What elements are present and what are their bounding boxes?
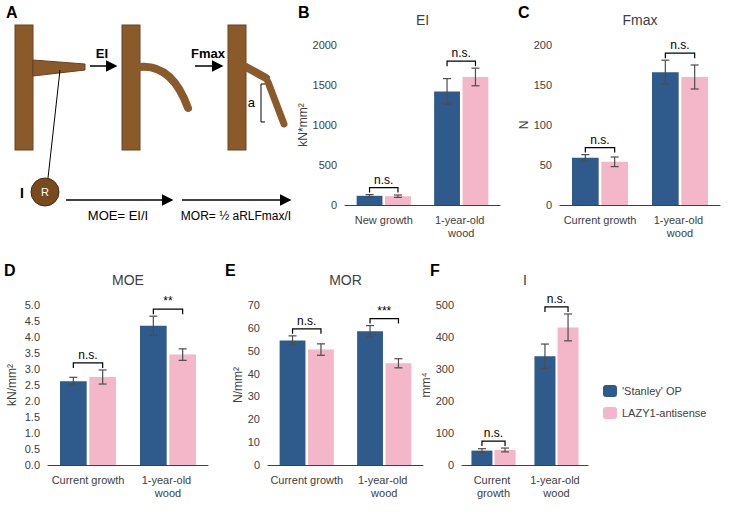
svg-text:4.5: 4.5 (25, 315, 40, 327)
svg-text:n.s.: n.s. (547, 292, 566, 306)
svg-text:100: 100 (436, 427, 454, 439)
svg-text:2000: 2000 (313, 39, 337, 51)
svg-text:200: 200 (436, 395, 454, 407)
svg-text:C: C (518, 4, 530, 21)
svg-text:1-year-old: 1-year-old (530, 474, 583, 486)
svg-text:wood: wood (542, 487, 569, 499)
svg-text:0: 0 (546, 199, 552, 211)
svg-text:150: 150 (534, 79, 552, 91)
svg-text:B: B (298, 4, 310, 21)
svg-text:F: F (430, 262, 440, 279)
svg-text:100: 100 (534, 119, 552, 131)
svg-text:70: 70 (248, 299, 260, 311)
svg-text:Fmax: Fmax (623, 12, 658, 28)
svg-text:1-year-old: 1-year-old (358, 474, 411, 486)
svg-text:500: 500 (436, 299, 454, 311)
svg-text:n.s.: n.s. (590, 133, 609, 147)
svg-text:**: ** (163, 294, 173, 308)
svg-text:E: E (225, 262, 236, 279)
svg-text:MOR: MOR (329, 272, 362, 288)
svg-text:0.0: 0.0 (25, 459, 40, 471)
svg-text:MOE: MOE (112, 272, 144, 288)
svg-text:1.5: 1.5 (25, 411, 40, 423)
svg-text:growth: growth (477, 487, 510, 499)
svg-text:n.s.: n.s. (297, 314, 316, 328)
svg-text:0: 0 (448, 459, 454, 471)
svg-text:50: 50 (248, 345, 260, 357)
svg-text:1-year-old: 1-year-old (435, 214, 488, 226)
svg-text:Fmax: Fmax (191, 46, 226, 61)
svg-text:20: 20 (248, 413, 260, 425)
svg-text:New growth: New growth (355, 214, 413, 226)
svg-text:EI: EI (96, 46, 108, 61)
svg-text:Current: Current (474, 474, 514, 486)
svg-text:n.s.: n.s. (484, 426, 503, 440)
svg-text:wood: wood (154, 487, 181, 499)
svg-text:2.5: 2.5 (25, 379, 40, 391)
svg-text:***: *** (377, 304, 391, 318)
svg-text:4.0: 4.0 (25, 331, 40, 343)
svg-text:200: 200 (534, 39, 552, 51)
svg-text:300: 300 (436, 363, 454, 375)
svg-text:5.0: 5.0 (25, 299, 40, 311)
svg-text:N/mm²: N/mm² (231, 367, 245, 403)
svg-text:MOE= EI/I: MOE= EI/I (88, 208, 148, 223)
svg-text:a: a (248, 95, 256, 110)
svg-text:1-year-old: 1-year-old (654, 214, 707, 226)
svg-text:N: N (517, 121, 531, 130)
svg-text:LAZY1-antisense: LAZY1-antisense (622, 407, 706, 419)
svg-text:1-year-old: 1-year-old (142, 474, 195, 486)
svg-text:1500: 1500 (313, 79, 337, 91)
svg-text:3.0: 3.0 (25, 363, 40, 375)
svg-text:0: 0 (254, 459, 260, 471)
svg-text:1.0: 1.0 (25, 427, 40, 439)
svg-text:1000: 1000 (313, 119, 337, 131)
svg-text:40: 40 (248, 368, 260, 380)
svg-text:EI: EI (416, 12, 429, 28)
svg-text:kN/mm²: kN/mm² (5, 364, 19, 406)
svg-text:n.s.: n.s. (374, 173, 393, 187)
svg-text:0: 0 (331, 199, 337, 211)
svg-text:0.5: 0.5 (25, 443, 40, 455)
svg-text:30: 30 (248, 390, 260, 402)
svg-text:400: 400 (436, 331, 454, 343)
svg-text:kN*mm²: kN*mm² (296, 103, 310, 146)
svg-text:wood: wood (666, 227, 693, 239)
svg-text:2.0: 2.0 (25, 395, 40, 407)
svg-text:60: 60 (248, 322, 260, 334)
svg-text:n.s.: n.s. (78, 348, 97, 362)
svg-text:D: D (4, 262, 16, 279)
svg-text:I: I (20, 185, 24, 201)
svg-text:'Stanley' OP: 'Stanley' OP (622, 385, 682, 397)
svg-text:Current growth: Current growth (564, 214, 637, 226)
svg-text:Current growth: Current growth (52, 474, 125, 486)
svg-text:wood: wood (447, 227, 474, 239)
svg-text:3.5: 3.5 (25, 347, 40, 359)
svg-text:50: 50 (540, 159, 552, 171)
svg-text:wood: wood (370, 487, 397, 499)
svg-text:mm⁴: mm⁴ (419, 372, 433, 397)
svg-text:n.s.: n.s. (670, 38, 689, 52)
svg-text:10: 10 (248, 436, 260, 448)
svg-text:A: A (6, 4, 18, 21)
svg-text:500: 500 (319, 159, 337, 171)
svg-text:n.s.: n.s. (452, 46, 471, 60)
svg-text:I: I (523, 272, 527, 288)
svg-text:MOR= ½ aRLFmax/I: MOR= ½ aRLFmax/I (181, 209, 291, 223)
svg-text:Current growth: Current growth (270, 474, 343, 486)
svg-text:R: R (41, 186, 49, 198)
